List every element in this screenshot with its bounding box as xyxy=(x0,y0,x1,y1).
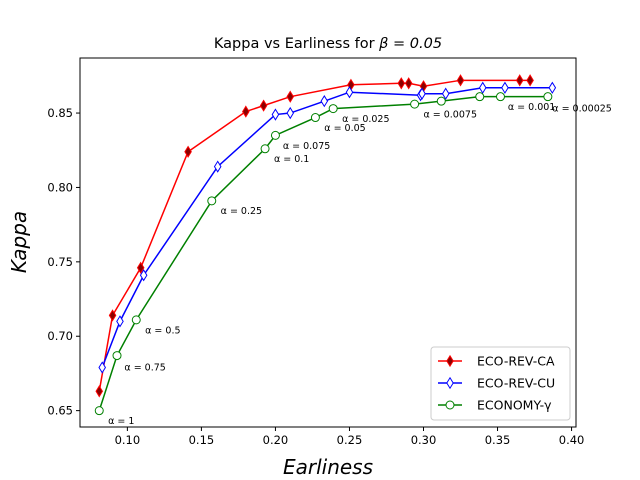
legend-entry: ECO-REV-CA xyxy=(438,354,555,369)
x-axis: 0.10 0.15 0.20 0.25 0.30 0.35 0.40 xyxy=(115,427,585,447)
annotation-layer: α = 1 α = 0.75 α = 0.5 α = 0.25 α = 0.1 α = 0… xyxy=(108,102,612,427)
data-point xyxy=(320,94,329,108)
data-point xyxy=(270,130,280,140)
data-point xyxy=(213,160,222,173)
legend-marker xyxy=(446,354,454,368)
series-line xyxy=(101,87,553,368)
x-axis-label: Earliness xyxy=(283,455,373,479)
legend: ECO-REV-CA ECO-REV-CU ECONOMY-γ xyxy=(430,346,571,421)
alpha-annotation: α = 0.0075 xyxy=(423,110,477,121)
data-point xyxy=(98,361,106,374)
data-point xyxy=(259,99,268,112)
chart-title: Kappa vs Earliness for β = 0.05 xyxy=(214,36,442,52)
legend-entry: ECONOMY-γ xyxy=(438,398,552,413)
legend-label: ECO-REV-CU xyxy=(477,376,555,391)
alpha-annotation: α = 0.25 xyxy=(221,206,262,217)
data-point xyxy=(456,74,465,87)
data-point xyxy=(242,105,250,118)
series-eco-rev-cu xyxy=(98,81,557,374)
y-tick-label: 0.75 xyxy=(47,255,73,269)
series-economy xyxy=(94,92,553,416)
x-tick-label: 0.30 xyxy=(411,433,437,447)
x-tick-label: 0.25 xyxy=(337,433,363,447)
data-point xyxy=(286,90,295,103)
data-point xyxy=(136,261,145,274)
data-point xyxy=(260,144,270,154)
data-point xyxy=(139,269,148,282)
x-tick-label: 0.35 xyxy=(485,433,511,447)
data-point xyxy=(286,106,295,120)
series-layer xyxy=(94,74,557,416)
alpha-annotation: α = 0.025 xyxy=(342,114,389,125)
legend-label: ECO-REV-CA xyxy=(477,354,555,369)
legend-entry: ECO-REV-CU xyxy=(438,376,555,391)
data-point xyxy=(501,81,509,94)
data-point xyxy=(345,86,354,99)
x-tick-label: 0.20 xyxy=(263,433,289,447)
data-point xyxy=(410,99,420,109)
data-point xyxy=(108,309,117,322)
alpha-annotation: α = 0.075 xyxy=(283,141,330,152)
legend-marker xyxy=(446,376,454,390)
data-point xyxy=(495,92,505,102)
data-point xyxy=(475,92,485,102)
data-point xyxy=(543,92,553,102)
y-axis: 0.65 0.70 0.75 0.80 0.85 xyxy=(47,106,80,418)
data-point xyxy=(418,87,426,100)
series-line xyxy=(98,79,531,392)
data-point xyxy=(94,406,104,416)
data-point xyxy=(95,385,104,398)
data-point xyxy=(548,81,557,94)
x-tick-label: 0.10 xyxy=(115,433,141,447)
alpha-annotation: α = 0.1 xyxy=(274,154,309,165)
data-point xyxy=(116,315,124,328)
alpha-annotation: α = 0.00025 xyxy=(552,104,612,115)
data-point xyxy=(404,77,413,90)
data-point xyxy=(207,196,217,206)
data-point xyxy=(441,87,450,100)
legend-box xyxy=(430,346,571,421)
data-point xyxy=(131,315,141,325)
axes-frame xyxy=(79,57,577,428)
chart-title-prefix: Kappa vs Earliness for xyxy=(214,36,379,52)
y-tick-label: 0.65 xyxy=(47,404,73,418)
y-tick-label: 0.85 xyxy=(47,106,73,120)
data-point xyxy=(310,113,320,123)
data-point xyxy=(436,96,446,106)
data-point xyxy=(526,74,534,87)
y-axis-label: Kappa xyxy=(7,211,31,273)
alpha-annotation: α = 0.75 xyxy=(124,362,165,373)
legend-label: ECONOMY-γ xyxy=(477,398,552,413)
data-point xyxy=(515,74,524,87)
alpha-annotation: α = 0.001 xyxy=(508,102,555,113)
data-point xyxy=(397,77,406,90)
x-tick-label: 0.40 xyxy=(559,433,585,447)
data-point xyxy=(328,104,338,114)
data-point xyxy=(271,108,280,121)
alpha-annotation: α = 1 xyxy=(108,416,134,427)
data-point xyxy=(112,351,122,361)
y-tick-label: 0.70 xyxy=(47,329,73,343)
y-tick-label: 0.80 xyxy=(47,180,73,194)
x-tick-label: 0.15 xyxy=(189,433,215,447)
chart-title-symbol: β = 0.05 xyxy=(378,36,442,52)
legend-marker xyxy=(445,400,455,410)
alpha-annotation: α = 0.05 xyxy=(324,123,365,134)
alpha-annotation: α = 0.5 xyxy=(145,325,180,336)
data-point xyxy=(184,145,192,158)
data-point xyxy=(478,81,487,94)
